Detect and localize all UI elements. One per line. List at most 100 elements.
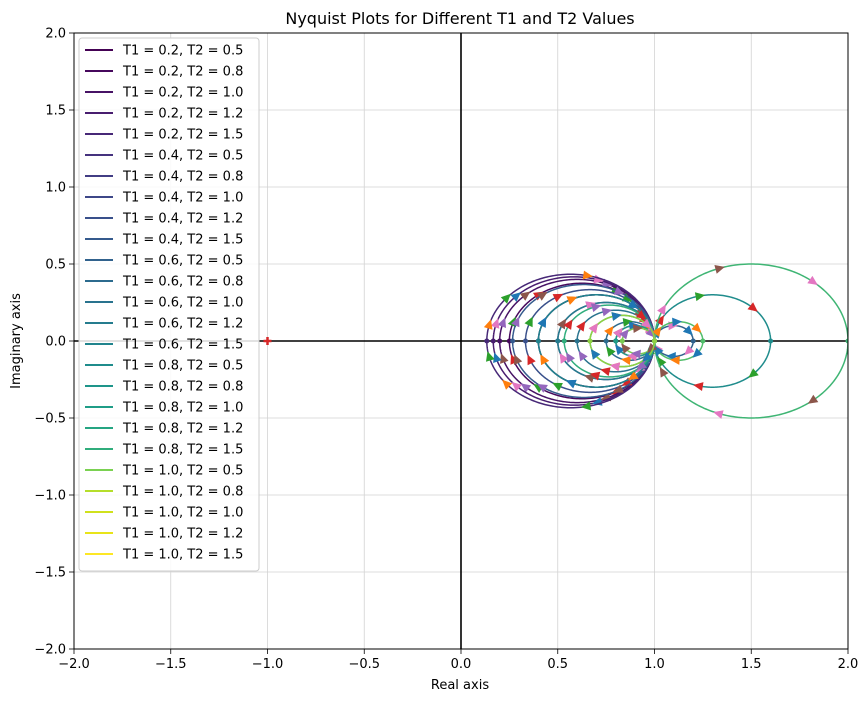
ticks: −2.0 −1.5 −1.0 −0.5 0.0 0.5 1.0 1.5 2.0 −2.0 −1.5 −… [34,27,858,673]
series-endpoint [510,338,516,344]
direction-arrow [615,344,625,356]
direction-arrow [514,354,523,365]
direction-arrow [807,275,818,285]
direction-arrow [590,303,602,313]
direction-arrow [642,351,653,362]
direction-arrow [611,312,622,321]
direction-arrow [585,301,596,311]
direction-arrow [714,265,725,274]
direction-arrow [500,353,509,364]
direction-arrow [566,352,575,363]
legend-entry: T1 = 0.4, T2 = 0.8 [122,170,243,185]
x-tick-label: −2.0 [58,657,90,672]
series-endpoint [484,338,490,344]
direction-arrow [632,324,643,333]
direction-arrow [606,346,616,357]
direction-arrow [524,316,533,328]
series-endpoint [700,338,706,344]
y-tick-label: −0.5 [34,412,66,427]
direction-arrow [537,384,548,393]
y-tick-label: 1.5 [45,104,66,119]
legend-entry: T1 = 0.2, T2 = 0.8 [122,65,243,80]
direction-arrow [636,360,648,370]
direction-arrow [493,352,502,363]
direction-arrow [670,355,680,365]
direction-arrow [613,327,623,339]
direction-arrow [520,383,532,393]
direction-arrow [601,307,612,317]
direction-arrow [659,367,669,378]
direction-arrow [566,296,578,305]
legend-entry: T1 = 0.2, T2 = 0.5 [122,44,243,59]
direction-arrow [620,356,631,365]
x-tick-label: −0.5 [348,657,380,672]
y-tick-label: 1.0 [45,181,66,196]
series-endpoint [613,338,619,344]
x-tick-label: −1.5 [155,657,187,672]
series-endpoint [619,338,625,344]
legend-entry: T1 = 0.8, T2 = 1.0 [122,401,243,416]
direction-arrow [691,322,702,333]
direction-arrow [559,353,569,364]
direction-arrow [713,410,724,419]
y-tick-label: −2.0 [34,643,66,658]
direction-arrow [497,317,506,328]
direction-arrow [490,318,500,329]
direction-arrow [588,323,598,334]
direction-arrow [563,319,573,330]
series-endpoint [535,338,541,344]
direction-arrow [657,304,666,316]
legend-entry: T1 = 1.0, T2 = 0.8 [122,485,243,500]
direction-arrow [613,286,625,295]
series-endpoint [574,338,580,344]
direction-arrow [552,382,563,392]
legend-entry: T1 = 1.0, T2 = 1.2 [122,527,243,542]
legend-entry: T1 = 0.2, T2 = 1.2 [122,107,243,122]
series-endpoint [845,338,848,344]
series-endpoint [768,338,774,344]
y-axis-label: Imaginary axis [9,293,24,389]
direction-arrow [566,379,577,389]
direction-arrow [622,318,633,327]
x-tick-label: 2.0 [838,657,859,672]
legend-entry: T1 = 0.4, T2 = 1.2 [122,212,243,227]
legend-entry: T1 = 0.2, T2 = 1.0 [122,86,243,101]
x-tick-label: 1.5 [741,657,762,672]
legend-entry: T1 = 0.2, T2 = 1.5 [122,128,243,143]
series-endpoint [490,338,496,344]
direction-arrow [537,291,548,301]
direction-arrow [694,292,706,302]
legend-entry: T1 = 0.6, T2 = 1.0 [122,296,243,311]
legend-entry: T1 = 0.6, T2 = 1.2 [122,317,243,332]
direction-arrow [582,270,593,280]
direction-arrow [652,326,662,337]
direction-arrow [511,316,520,328]
direction-arrow [510,292,521,302]
legend-entry: T1 = 0.4, T2 = 1.5 [122,233,243,248]
x-tick-label: 0.5 [547,657,568,672]
direction-arrow [641,318,652,329]
y-tick-label: 2.0 [45,27,66,42]
x-tick-label: 1.0 [644,657,665,672]
legend-entry: T1 = 0.8, T2 = 1.5 [122,443,243,458]
legend-entry: T1 = 0.4, T2 = 1.0 [122,191,243,206]
y-tick-label: −1.5 [34,566,66,581]
chart-title: Nyquist Plots for Different T1 and T2 Va… [285,9,634,28]
direction-arrow [621,293,633,302]
legend-entry: T1 = 0.6, T2 = 0.5 [122,254,243,269]
series-endpoint [555,338,561,344]
direction-arrow [589,371,601,381]
series-endpoint [523,338,528,344]
series-endpoint [603,338,609,344]
direction-arrow [600,367,611,376]
x-axis-label: Real axis [431,678,489,693]
legend-entry: T1 = 0.8, T2 = 1.2 [122,422,243,437]
direction-arrow [693,382,704,391]
direction-arrow [584,374,595,383]
legend-entry: T1 = 0.4, T2 = 0.5 [122,149,243,164]
direction-arrow [654,315,664,326]
series-endpoint [561,338,567,344]
direction-arrow [552,293,564,303]
direction-arrow [527,354,536,366]
